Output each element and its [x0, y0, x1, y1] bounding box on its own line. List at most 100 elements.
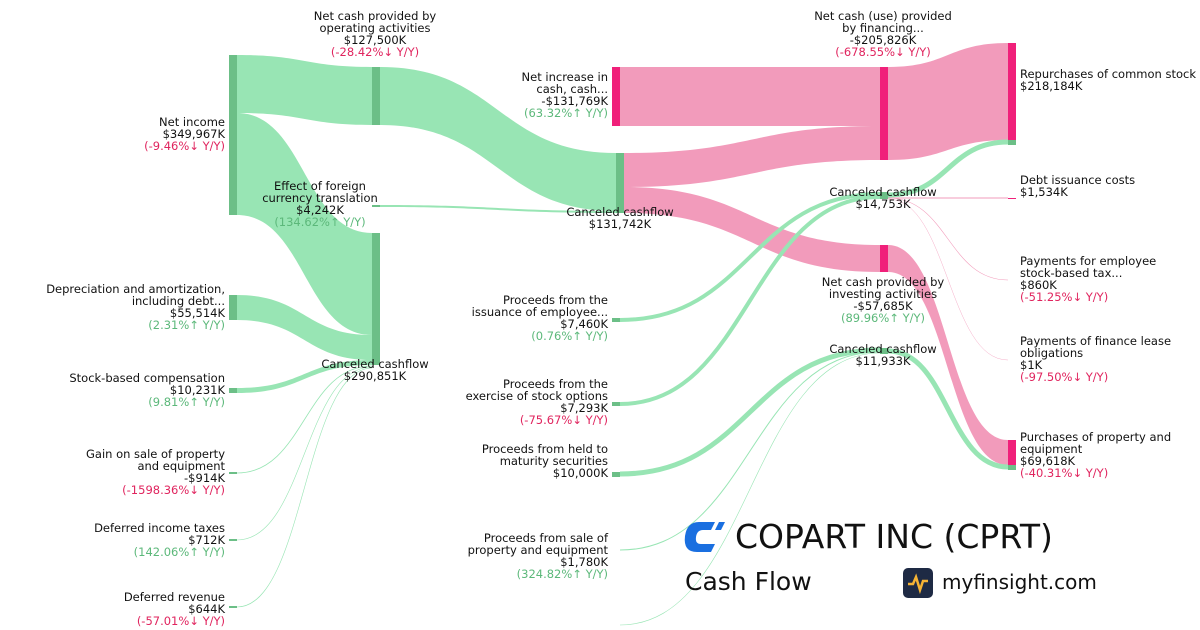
node-change: (-75.67%↓ Y/Y) — [519, 413, 608, 427]
node-label: Repurchases of common stock $218,184K — [1020, 68, 1200, 92]
node-label: Net cash provided by investing activitie… — [813, 276, 953, 324]
node-name: Proceeds from held to maturity securitie… — [481, 442, 608, 468]
node-bar — [372, 233, 380, 365]
flow — [619, 351, 881, 551]
node-label: Proceeds from the issuance of employee..… — [458, 294, 608, 342]
node-bar — [1008, 465, 1016, 470]
logo-mark — [684, 522, 715, 552]
node-label: Payments of finance lease obligations $1K… — [1020, 335, 1180, 383]
node-value: $127,500K — [343, 33, 407, 47]
node-bar — [372, 67, 380, 125]
node-value: $10,000K — [552, 466, 608, 480]
flow — [619, 347, 881, 477]
node-label: Effect of foreign currency translation $4… — [255, 180, 385, 228]
node-name: Stock-based compensation — [69, 371, 225, 385]
flow — [624, 187, 880, 272]
node-name: Proceeds from the exercise of stock opti… — [465, 377, 608, 403]
flow — [887, 139, 1009, 198]
node-change: (324.82%↑ Y/Y) — [516, 567, 608, 581]
node-label: Net increase in cash, cash... -$131,769K(… — [498, 71, 608, 119]
node-change: (142.06%↑ Y/Y) — [133, 545, 225, 559]
node-bar — [1008, 198, 1016, 199]
node-label: Net income $349,967K (-9.46%↓ Y/Y) — [65, 116, 225, 152]
node-value: $7,460K — [560, 317, 608, 331]
flow — [380, 67, 616, 211]
node-bar — [229, 55, 237, 215]
node-value: $14,753K — [855, 197, 911, 211]
node-bars-negative — [612, 43, 1016, 465]
node-change: (-9.46%↓ Y/Y) — [144, 139, 225, 153]
node-name: Net cash provided by operating activitie… — [313, 9, 437, 35]
node-value: $644K — [188, 602, 225, 616]
node-label: Depreciation and amortization, including… — [45, 283, 225, 331]
node-bar — [612, 67, 620, 126]
node-name: Canceled cashflow — [829, 185, 937, 199]
node-name: Debt issuance costs — [1020, 173, 1136, 187]
node-label: Canceled cashflow $14,753K — [818, 186, 948, 210]
node-bar — [229, 388, 237, 393]
node-change: (-51.25%↓ Y/Y) — [1020, 290, 1109, 304]
node-bar — [880, 245, 888, 272]
node-label: Net cash provided by operating activitie… — [295, 10, 455, 58]
flow — [237, 360, 372, 393]
node-bars — [229, 55, 1016, 608]
node-label: Stock-based compensation $10,231K (9.81%↑ … — [45, 372, 225, 408]
node-name: Net income — [159, 115, 225, 129]
node-bar — [1008, 140, 1016, 145]
logo-mark — [715, 522, 725, 530]
node-name: Depreciation and amortization, including… — [46, 282, 225, 308]
node-change: (9.81%↑ Y/Y) — [148, 395, 225, 409]
node-label: Purchases of property and equipment $69,6… — [1020, 431, 1190, 479]
node-bar — [229, 472, 237, 474]
node-name: Net cash provided by investing activitie… — [821, 275, 945, 301]
node-name: Canceled cashflow — [829, 342, 937, 356]
node-value: $349,967K — [162, 127, 225, 141]
node-label: Debt issuance costs $1,534K — [1020, 174, 1190, 198]
node-name: Net cash (use) provided by financing... — [814, 9, 952, 35]
flow — [624, 126, 880, 187]
node-value: $10,231K — [169, 383, 225, 397]
node-change: (2.31%↑ Y/Y) — [148, 318, 225, 332]
node-bar — [880, 192, 888, 199]
flow — [887, 197, 1009, 281]
node-label: Canceled cashflow $290,851K — [310, 358, 440, 382]
node-value: $290,851K — [343, 369, 407, 383]
node-name: Deferred revenue — [123, 590, 225, 604]
flow — [888, 43, 1008, 160]
node-name: Payments of finance lease obligations — [1020, 334, 1172, 360]
node-name: Proceeds from the issuance of employee..… — [471, 293, 608, 319]
flow — [236, 366, 373, 541]
node-value: $55,514K — [169, 306, 225, 320]
node-bar — [1008, 43, 1016, 140]
node-name: Canceled cashflow — [566, 205, 674, 219]
node-label: Deferred income taxes $712K (142.06%↑ Y/Y) — [65, 522, 225, 558]
node-bar — [229, 606, 237, 608]
company-name: COPART INC (CPRT) — [735, 517, 1053, 556]
node-value: $131,742K — [588, 217, 652, 231]
node-name: Deferred income taxes — [94, 521, 225, 535]
flow — [888, 245, 1008, 465]
flow — [619, 195, 881, 406]
node-change: (-40.31%↓ Y/Y) — [1020, 466, 1109, 480]
myfinsight-logo — [903, 568, 933, 598]
node-bar — [616, 153, 624, 213]
node-bar — [880, 67, 888, 160]
node-label: Deferred revenue $644K (-57.01%↓ Y/Y) — [65, 591, 225, 627]
node-bar — [372, 205, 380, 207]
flow — [887, 348, 1009, 470]
node-label: Canceled cashflow $11,933K — [818, 343, 948, 367]
node-value: $860K — [1020, 278, 1057, 292]
flow — [620, 67, 880, 126]
node-bar — [229, 539, 237, 541]
node-value: $11,933K — [855, 354, 911, 368]
node-bar — [612, 402, 620, 406]
node-value: $4,242K — [296, 203, 344, 217]
copart-logo — [684, 522, 725, 552]
node-name: Repurchases of common stock — [1020, 67, 1196, 81]
node-value: $69,618K — [1020, 454, 1076, 468]
node-value: $712K — [188, 533, 225, 547]
node-change: (-678.55%↓ Y/Y) — [835, 45, 931, 59]
node-value: $1,780K — [560, 555, 608, 569]
